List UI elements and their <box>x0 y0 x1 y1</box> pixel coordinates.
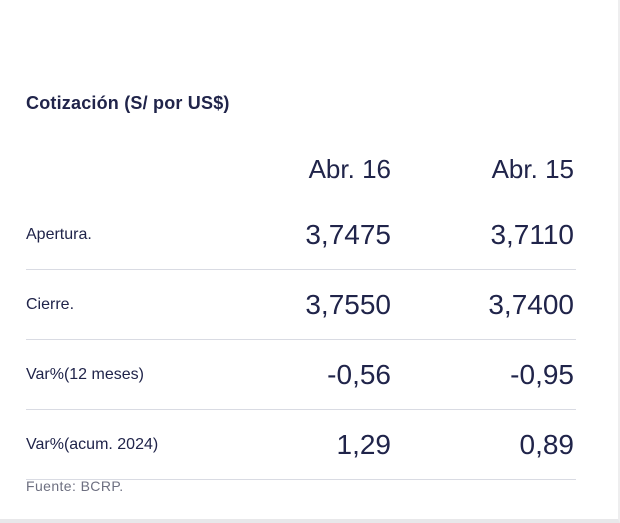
table-row-var-acum-2024: Var%(acum. 2024) 1,29 0,89 <box>26 410 576 480</box>
table-row-var-12-meses: Var%(12 meses) -0,56 -0,95 <box>26 340 576 410</box>
row-label: Var%(acum. 2024) <box>26 435 159 453</box>
row-label: Var%(12 meses) <box>26 365 144 383</box>
table-header-row: Abr. 16 Abr. 15 <box>26 140 576 200</box>
row-value-abr-15: 0,89 <box>519 428 575 460</box>
column-header-abr-15: Abr. 15 <box>491 154 574 184</box>
table-row-apertura: Apertura. 3,7475 3,7110 <box>26 200 576 270</box>
row-value-abr-15: -0,95 <box>510 358 574 390</box>
source-note: Fuente: BCRP. <box>26 478 124 494</box>
column-header-abr-16: Abr. 16 <box>308 154 391 184</box>
row-value-abr-16: 3,7550 <box>305 288 391 320</box>
table-title: Cotización (S/ por US$) <box>26 93 230 113</box>
row-value-abr-15: 3,7110 <box>490 218 574 250</box>
row-value-abr-16: 3,7475 <box>305 218 391 250</box>
exchange-rate-table: Abr. 16 Abr. 15 Apertura. 3,7475 3,7110 … <box>26 140 576 480</box>
row-label: Apertura. <box>26 225 92 243</box>
row-value-abr-15: 3,7400 <box>488 288 574 320</box>
row-value-abr-16: 1,29 <box>336 428 392 460</box>
table-row-cierre: Cierre. 3,7550 3,7400 <box>26 270 576 340</box>
row-value-abr-16: -0,56 <box>327 358 391 390</box>
row-label: Cierre. <box>26 295 75 313</box>
